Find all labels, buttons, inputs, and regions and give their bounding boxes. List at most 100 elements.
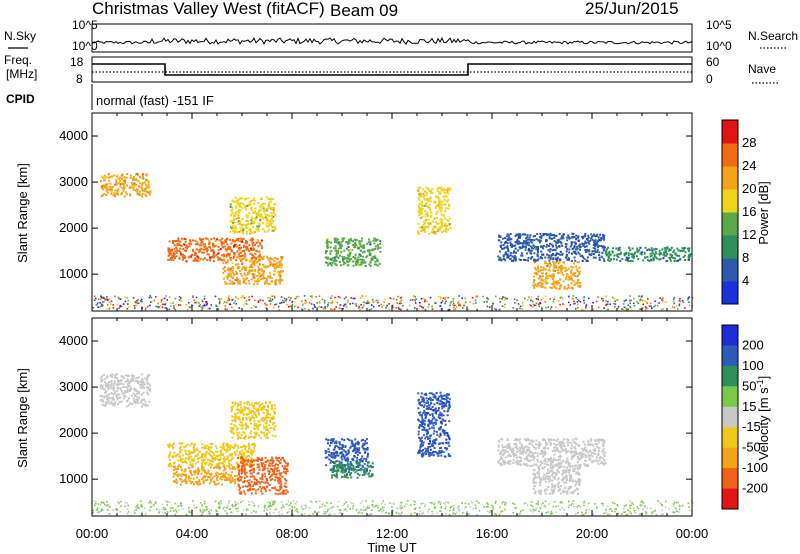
power-echo-cell [428,203,431,206]
power-echo-cell [121,191,123,194]
power-speckle [422,297,425,299]
power-echo-cell [275,265,278,268]
velocity-echo-cell [104,401,107,404]
power-echo-cell [533,275,536,278]
power-echo-cell [225,275,228,278]
power-echo-cell [221,246,224,249]
power-echo-cell [170,258,173,261]
power-speckle [301,309,304,311]
power-echo-cell [509,252,512,254]
power-echo-cell [184,240,187,243]
power-echo-cell [539,241,541,244]
power-echo-cell [581,254,584,257]
noise-panel: N.Sky 10^5 10^0 10^5 10^0 N.Search [4,18,798,53]
power-echo-cell [261,239,263,242]
power-echo-cell [354,254,357,257]
power-echo-cell [248,249,251,252]
power-echo-cell [104,183,107,186]
power-echo-cell [542,269,545,271]
power-echo-cell [330,241,333,244]
power-speckle [214,295,217,298]
power-echo-cell [545,240,547,243]
velocity-echo-cell [264,401,267,404]
power-speckle [627,308,629,311]
velocity-echo-cell [120,400,123,403]
velocity-echo-cell [273,486,276,489]
velocity-echo-cell [230,410,233,413]
power-echo-cell [363,261,366,264]
power-echo-cell [116,174,119,177]
power-echo-cell [171,240,174,242]
power-speckle [224,308,227,310]
power-echo-cell [511,255,514,258]
power-speckle [646,307,648,310]
power-echo-cell [201,238,204,241]
power-echo-cell [281,270,284,273]
power-echo-cell [251,244,254,247]
power-echo-cell [554,261,557,264]
power-echo-cell [146,190,149,193]
power-echo-cell [666,253,669,256]
power-echo-cell [555,280,558,283]
power-echo-cell [582,237,584,240]
power-echo-cell [129,177,132,180]
velocity-echo-cell [251,414,254,417]
power-speckle [438,295,440,298]
velocity-echo-cell [244,468,247,471]
power-speckle [109,303,112,305]
power-speckle [168,308,171,311]
power-echo-cell [147,186,150,189]
power-echo-cell [179,247,182,250]
power-echo-cell [440,203,443,206]
velocity-echo-cell [246,401,249,404]
power-echo-cell [418,226,421,229]
power-echo-cell [258,257,261,259]
velocity-echo-cell [353,443,356,446]
power-echo-cell [557,252,560,255]
power-echo-cell [267,257,270,260]
power-speckle [428,303,430,306]
power-echo-cell [519,259,522,261]
power-echo-cell [167,258,170,261]
power-echo-cell [224,248,227,251]
velocity-echo-cell [177,467,179,470]
power-speckle [330,297,332,299]
power-echo-cell [242,237,245,240]
power-echo-cell [259,241,262,244]
power-echo-cell [277,258,279,261]
power-speckle [324,306,326,308]
velocity-echo-cell [215,447,218,450]
power-echo-cell [246,230,248,233]
power-echo-cell [442,195,445,198]
power-echo-cell [440,213,443,216]
power-echo-cell [555,265,558,268]
velocity-echo-cell [105,390,108,393]
power-echo-cell [334,245,337,248]
power-echo-cell [354,242,357,245]
velocity-echo-cell [233,424,236,427]
power-speckle [336,301,339,304]
power-speckle [458,295,460,297]
velocity-echo-cell [331,453,333,456]
power-echo-cell [512,251,515,254]
velocity-echo-cell [256,459,259,462]
power-echo-cell [226,248,229,250]
power-echo-cell [419,186,422,189]
power-echo-cell [248,243,251,246]
power-echo-cell [530,241,533,244]
power-echo-cell [239,220,242,223]
velocity-echo-cell [144,377,147,380]
power-echo-cell [194,259,196,262]
velocity-echo-cell [140,393,143,396]
power-echo-cell [677,259,680,262]
power-echo-cell [615,258,618,261]
power-echo-cell [676,254,679,257]
power-echo-cell [518,233,521,236]
power-echo-cell [574,243,577,245]
velocity-echo-cell [222,442,225,445]
velocity-echo-cell [254,411,256,414]
power-echo-cell [522,240,525,243]
velocity-echo-cell [181,454,184,457]
power-echo-cell [593,253,595,256]
velocity-echo-cell [180,466,182,469]
